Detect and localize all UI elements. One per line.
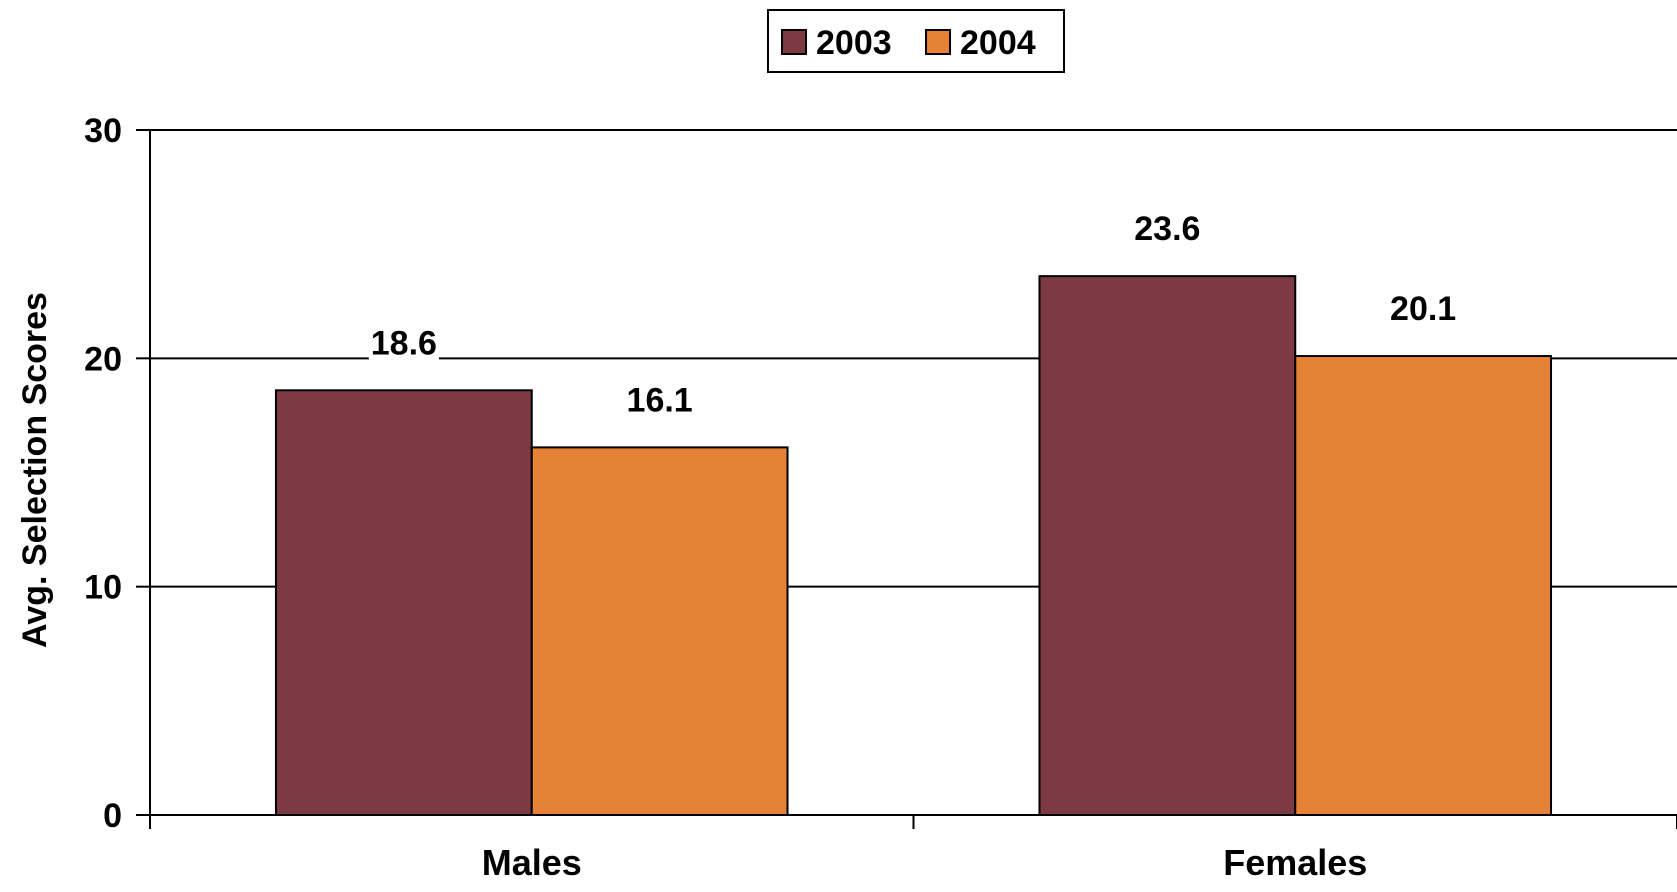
legend-swatch-2004 xyxy=(925,29,951,55)
data-label-background xyxy=(624,381,695,420)
x-category-label: Females xyxy=(1223,842,1367,883)
legend-label-2003: 2003 xyxy=(816,24,892,62)
data-label-females-2004: 20.1 xyxy=(1390,290,1456,328)
bar-females-2004 xyxy=(1294,355,1553,816)
bar-males-2004 xyxy=(530,446,789,816)
legend-swatch-2003 xyxy=(781,29,807,55)
y-tick-label: 20 xyxy=(84,340,122,378)
y-axis-title: Avg. Selection Scores xyxy=(16,292,54,648)
data-labels: 18.6 16.1 23.6 20.1 xyxy=(368,210,1459,420)
data-label-females-2003: 23.6 xyxy=(1134,210,1200,248)
y-axis-ticks: 0 10 20 30 xyxy=(84,112,150,835)
legend-label-2004: 2004 xyxy=(960,24,1036,62)
x-axis-categories: Males Females xyxy=(482,842,1368,883)
axes xyxy=(149,130,1677,829)
legend: 2003 2004 xyxy=(767,9,1065,73)
data-label-background xyxy=(1132,210,1203,249)
data-label-background xyxy=(1388,290,1459,329)
data-label-males-2004: 16.1 xyxy=(627,381,693,419)
bars xyxy=(274,275,1553,816)
y-tick-label: 30 xyxy=(84,112,122,150)
data-label-background xyxy=(368,324,439,363)
y-tick-label: 0 xyxy=(103,797,122,835)
y-tick-label: 10 xyxy=(84,569,122,607)
bar-males-2003 xyxy=(274,389,533,816)
legend-box xyxy=(767,9,1065,73)
x-category-label: Males xyxy=(482,842,582,883)
bar-females-2003 xyxy=(1038,275,1297,816)
data-label-males-2003: 18.6 xyxy=(371,324,437,362)
